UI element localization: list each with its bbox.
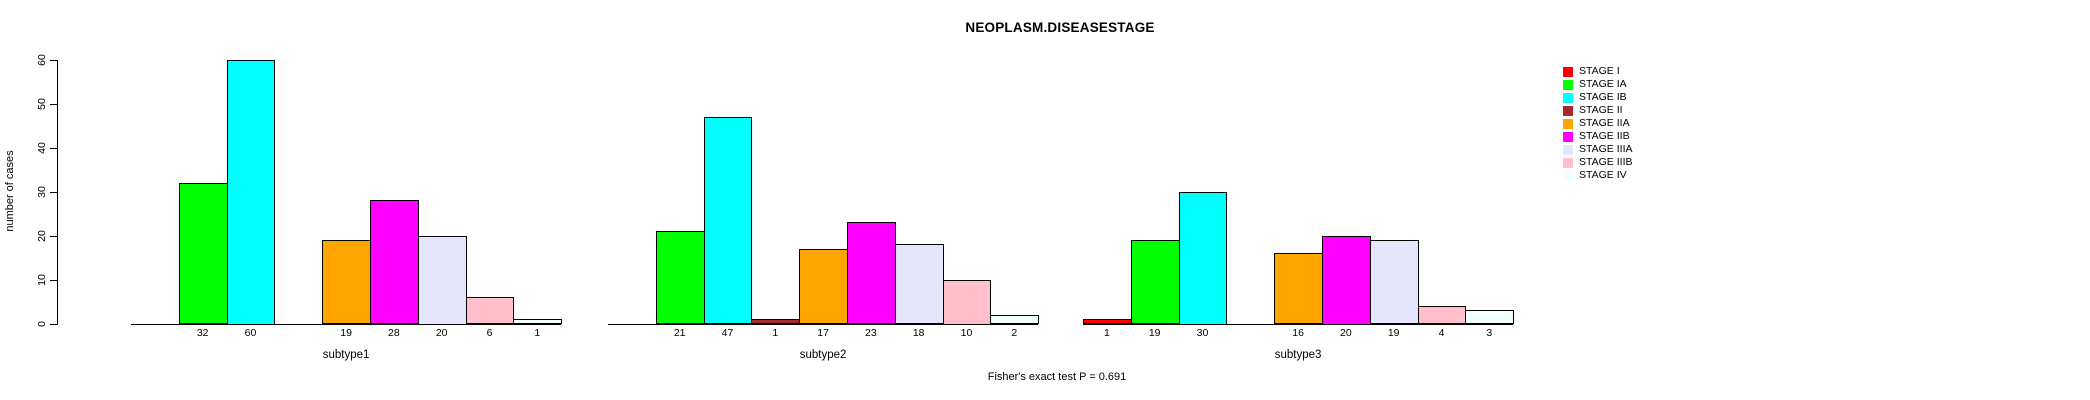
y-tick-label: 0	[36, 320, 48, 327]
y-axis-line	[57, 59, 58, 325]
bar-stage-iib-subtype1	[370, 200, 419, 325]
bar-count-label: 28	[388, 327, 400, 339]
y-tick	[50, 323, 57, 325]
legend-label: STAGE IIIB	[1579, 156, 1633, 168]
bar-stage-iib-subtype2	[847, 222, 896, 325]
bar-stage-iiib-subtype3	[1417, 305, 1467, 325]
group-label-subtype2: subtype2	[799, 349, 847, 361]
fisher-test-note: Fisher's exact test P = 0.691	[987, 371, 1127, 383]
bar-count-label: 2	[1011, 327, 1018, 339]
legend-label: STAGE IA	[1579, 78, 1627, 90]
legend-label: STAGE IV	[1579, 169, 1627, 181]
bar-stage-iiia-subtype2	[894, 244, 944, 325]
bar-stage-ib-subtype1	[226, 59, 276, 325]
bar-stage-ib-subtype2	[703, 116, 753, 325]
legend: STAGE I STAGE IA STAGE IB STAGE II STAGE IIA…	[1563, 65, 1632, 182]
chart-title: NEOPLASM.DISEASESTAGE	[965, 20, 1155, 35]
bar-count-label: 1	[534, 327, 541, 339]
y-tick-label: 30	[36, 185, 48, 198]
legend-swatch	[1563, 131, 1573, 142]
bar-count-label: 20	[1340, 327, 1352, 339]
bar-count-label: 19	[1148, 327, 1161, 339]
bar-stage-iv-subtype1	[513, 319, 563, 325]
bar-count-label: 47	[721, 327, 734, 339]
legend-swatch	[1563, 144, 1573, 155]
bar-stage-i-subtype3	[1083, 319, 1132, 325]
legend-item: STAGE I	[1563, 65, 1632, 78]
bar-count-label: 23	[865, 327, 877, 339]
bar-count-label: 4	[1438, 327, 1445, 339]
legend-item: STAGE IB	[1563, 91, 1632, 104]
bar-stage-iiib-subtype2	[942, 279, 992, 325]
legend-item: STAGE IIB	[1563, 130, 1632, 143]
bar-stage-iia-subtype3	[1274, 253, 1323, 325]
bar-stage-ib-subtype3	[1178, 191, 1228, 325]
bar-stage-iiib-subtype1	[465, 297, 515, 325]
y-tick-label: 10	[36, 273, 48, 286]
bar-stage-ia-subtype2	[655, 231, 705, 325]
bar-count-label: 16	[1292, 327, 1304, 339]
bar-count-label: 10	[960, 327, 973, 339]
y-tick	[50, 59, 57, 61]
legend-label: STAGE II	[1579, 104, 1623, 116]
y-tick-label: 50	[36, 97, 48, 110]
y-tick	[50, 191, 57, 193]
legend-item: STAGE II	[1563, 104, 1632, 117]
bar-stage-ia-subtype1	[178, 182, 228, 325]
bar-stage-iv-subtype2	[990, 314, 1040, 325]
legend-swatch	[1563, 118, 1573, 129]
legend-swatch	[1563, 157, 1573, 168]
legend-item: STAGE IIIA	[1563, 143, 1632, 156]
y-tick	[50, 235, 57, 237]
y-tick-label: 60	[36, 53, 48, 66]
y-tick	[50, 147, 57, 149]
legend-item: STAGE IIA	[1563, 117, 1632, 130]
legend-label: STAGE IB	[1579, 91, 1627, 103]
legend-item: STAGE IV	[1563, 169, 1632, 182]
bar-stage-iiia-subtype1	[417, 235, 467, 325]
bar-count-label: 17	[817, 327, 829, 339]
group-label-subtype3: subtype3	[1274, 349, 1322, 361]
y-tick	[50, 279, 57, 281]
legend-item: STAGE IA	[1563, 78, 1632, 91]
bar-count-label: 20	[435, 327, 448, 339]
legend-swatch	[1563, 66, 1573, 77]
legend-label: STAGE I	[1579, 65, 1620, 77]
group-label-subtype1: subtype1	[322, 349, 370, 361]
legend-label: STAGE IIA	[1579, 117, 1630, 129]
bar-stage-iib-subtype3	[1322, 235, 1371, 325]
bar-count-label: 60	[244, 327, 257, 339]
bar-count-label: 21	[673, 327, 686, 339]
legend-swatch	[1563, 79, 1573, 90]
bar-stage-ii-subtype2	[751, 319, 801, 325]
bar-stage-iiia-subtype3	[1369, 239, 1419, 325]
bar-stage-iia-subtype2	[799, 248, 848, 325]
bar-stage-iv-subtype3	[1465, 310, 1515, 325]
legend-swatch	[1563, 92, 1573, 103]
legend-item: STAGE IIIB	[1563, 156, 1632, 169]
legend-swatch	[1563, 170, 1573, 181]
legend-swatch	[1563, 105, 1573, 116]
legend-label: STAGE IIB	[1579, 130, 1630, 142]
bar-count-label: 1	[1103, 327, 1110, 339]
y-tick	[50, 103, 57, 105]
bar-count-label: 19	[1387, 327, 1400, 339]
y-axis-title: number of cases	[4, 150, 16, 232]
bar-count-label: 19	[340, 327, 352, 339]
y-tick-label: 20	[36, 229, 48, 242]
legend-label: STAGE IIIA	[1579, 143, 1633, 155]
bar-stage-iia-subtype1	[322, 239, 371, 325]
bar-stage-ia-subtype3	[1130, 239, 1180, 325]
bar-count-label: 1	[772, 327, 779, 339]
bar-count-label: 6	[486, 327, 493, 339]
bar-count-label: 30	[1196, 327, 1209, 339]
bar-count-label: 3	[1486, 327, 1493, 339]
bar-count-label: 32	[196, 327, 209, 339]
bar-count-label: 18	[912, 327, 925, 339]
y-tick-label: 40	[36, 141, 48, 154]
